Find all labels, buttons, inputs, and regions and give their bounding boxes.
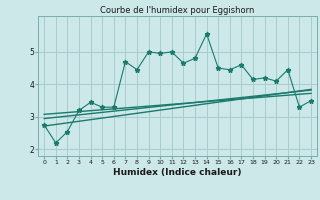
Title: Courbe de l'humidex pour Eggishorn: Courbe de l'humidex pour Eggishorn — [100, 6, 255, 15]
X-axis label: Humidex (Indice chaleur): Humidex (Indice chaleur) — [113, 168, 242, 177]
